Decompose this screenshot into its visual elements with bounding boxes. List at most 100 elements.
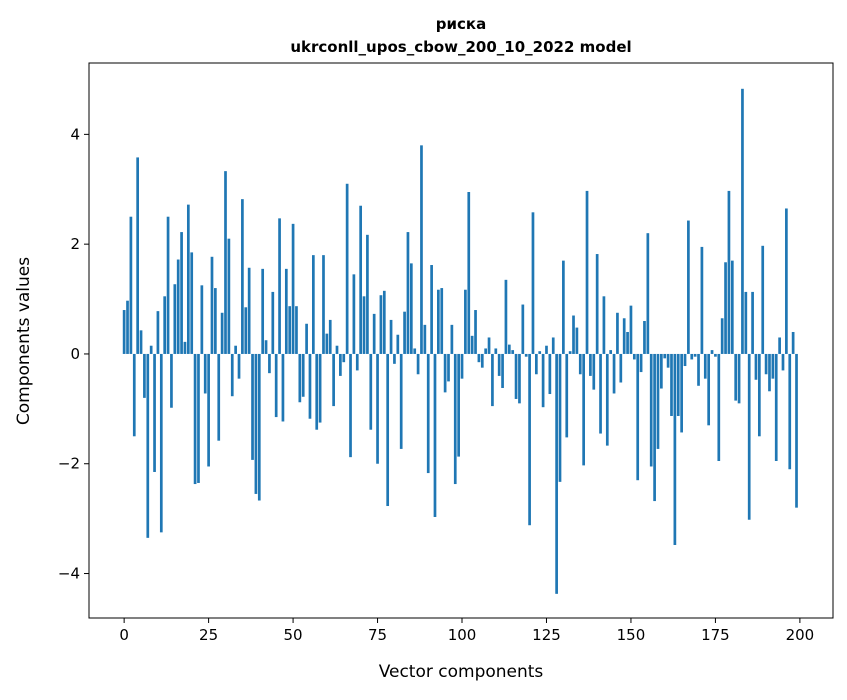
- bar-131: [565, 353, 569, 438]
- bar-119: [524, 353, 528, 357]
- bar-54: [305, 323, 308, 354]
- bar-124: [541, 353, 545, 408]
- bar-142: [602, 296, 606, 354]
- bar-147: [619, 353, 623, 383]
- bar-198: [791, 331, 795, 354]
- bar-172: [703, 353, 707, 379]
- bar-68: [352, 274, 356, 354]
- bar-63: [335, 345, 339, 354]
- bar-4: [136, 157, 140, 354]
- bar-154: [643, 321, 646, 354]
- bar-166: [683, 353, 687, 367]
- bar-76: [379, 295, 383, 354]
- bar-174: [710, 350, 714, 354]
- bar-93: [437, 289, 440, 354]
- bar-183: [741, 88, 744, 354]
- bar-193: [774, 353, 778, 461]
- bar-120: [528, 353, 531, 526]
- bar-32: [230, 353, 234, 397]
- bar-92: [433, 353, 437, 517]
- bar-72: [366, 234, 369, 354]
- bar-35: [241, 199, 244, 354]
- bar-78: [386, 353, 390, 507]
- bar-176: [717, 353, 721, 461]
- bar-81: [396, 334, 400, 354]
- bar-39: [254, 353, 258, 494]
- bar-41: [261, 268, 265, 354]
- bar-88: [420, 145, 423, 354]
- bar-180: [730, 260, 734, 354]
- bar-25: [207, 353, 210, 467]
- bar-187: [754, 353, 758, 380]
- bars-group: [122, 88, 798, 594]
- bar-17: [180, 232, 183, 354]
- bar-118: [521, 304, 525, 354]
- bar-136: [582, 353, 585, 466]
- bar-7: [146, 353, 150, 538]
- bar-134: [575, 327, 579, 354]
- bar-100: [460, 353, 464, 379]
- bar-27: [214, 288, 217, 354]
- bar-85: [409, 263, 413, 354]
- bar-110: [494, 348, 498, 354]
- bar-162: [670, 353, 673, 416]
- bar-122: [534, 353, 538, 375]
- bar-160: [663, 353, 667, 359]
- bar-146: [616, 312, 619, 354]
- bar-197: [788, 353, 792, 470]
- bar-37: [247, 267, 251, 354]
- bar-129: [558, 353, 562, 482]
- bar-128: [555, 353, 558, 594]
- bar-57: [315, 353, 319, 430]
- x-tick-label: 150: [617, 626, 646, 644]
- bar-191: [768, 353, 771, 392]
- bar-114: [507, 344, 511, 354]
- bar-36: [244, 307, 248, 354]
- bar-133: [572, 315, 575, 354]
- bar-16: [176, 259, 180, 354]
- bar-55: [308, 353, 312, 419]
- bar-97: [450, 324, 454, 354]
- bar-158: [656, 353, 660, 449]
- bar-13: [166, 216, 170, 354]
- bar-181: [734, 353, 738, 401]
- bar-77: [382, 290, 386, 354]
- bar-182: [737, 353, 741, 404]
- x-tick-label: 200: [786, 626, 815, 644]
- bar-170: [697, 353, 700, 386]
- bar-171: [700, 246, 704, 354]
- y-tick-label: 2: [70, 235, 80, 253]
- bar-149: [626, 331, 629, 354]
- bar-184: [744, 291, 748, 354]
- bar-116: [514, 353, 518, 399]
- x-tick-label: 125: [532, 626, 561, 644]
- x-axis-label: Vector components: [379, 662, 544, 682]
- x-tick-label: 175: [701, 626, 730, 644]
- bar-51: [295, 306, 298, 354]
- bar-165: [680, 353, 683, 433]
- bar-75: [376, 353, 379, 464]
- bar-89: [423, 324, 427, 354]
- bar-66: [345, 183, 349, 354]
- bar-52: [298, 353, 302, 403]
- y-axis-label: Components values: [14, 257, 34, 425]
- bar-179: [727, 190, 731, 354]
- bar-140: [595, 254, 599, 354]
- bar-173: [707, 353, 711, 426]
- bar-14: [170, 353, 173, 408]
- bar-10: [156, 311, 160, 354]
- bar-163: [673, 353, 677, 545]
- bar-161: [666, 353, 670, 368]
- bar-135: [578, 353, 582, 375]
- x-tick-label: 0: [119, 626, 129, 644]
- bar-130: [562, 260, 565, 354]
- bar-196: [785, 208, 788, 354]
- bar-108: [487, 337, 491, 354]
- bar-99: [457, 353, 460, 457]
- bar-151: [632, 353, 636, 360]
- bar-49: [288, 306, 292, 354]
- bar-67: [349, 353, 352, 458]
- bar-8: [149, 345, 153, 354]
- bar-71: [362, 296, 366, 354]
